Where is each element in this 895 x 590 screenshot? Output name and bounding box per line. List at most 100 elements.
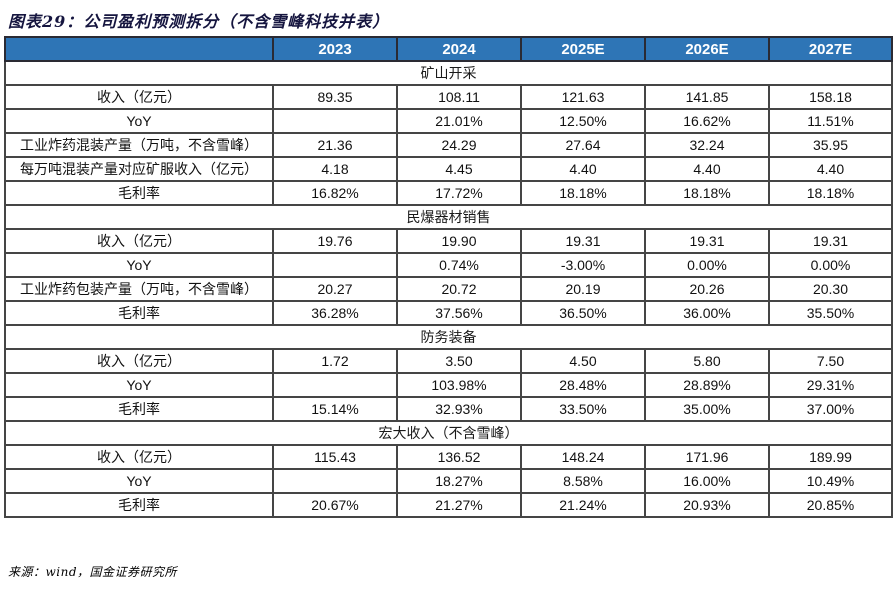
cell-value: 0.74% bbox=[396, 252, 522, 278]
year-column-header: 2026E bbox=[644, 36, 770, 62]
cell-value: 20.72 bbox=[396, 276, 522, 302]
cell-value: 8.58% bbox=[520, 468, 646, 494]
cell-value: 121.63 bbox=[520, 84, 646, 110]
cell-value: 32.24 bbox=[644, 132, 770, 158]
cell-value bbox=[272, 252, 398, 278]
table-row: 工业炸药包装产量（万吨，不含雪峰） 20.27 20.72 20.19 20.26 20.… bbox=[4, 276, 893, 302]
cell-value: 12.50% bbox=[520, 108, 646, 134]
cell-value: 171.96 bbox=[644, 444, 770, 470]
cell-value: 20.27 bbox=[272, 276, 398, 302]
row-label: 收入（亿元） bbox=[4, 228, 274, 254]
cell-value: 108.11 bbox=[396, 84, 522, 110]
table-row: 毛利率 36.28% 37.56% 36.50% 36.00% 35.50% bbox=[4, 300, 893, 326]
row-label: YoY bbox=[4, 468, 274, 494]
table-row: YoY 21.01% 12.50% 16.62% 11.51% bbox=[4, 108, 893, 134]
cell-value: 18.18% bbox=[644, 180, 770, 206]
cell-value: 5.80 bbox=[644, 348, 770, 374]
section-header-row: 民爆器材销售 bbox=[4, 204, 893, 230]
cell-value: 19.31 bbox=[644, 228, 770, 254]
cell-value: 158.18 bbox=[768, 84, 893, 110]
cell-value: 4.40 bbox=[768, 156, 893, 182]
table-header-row: 2023 2024 2025E 2026E 2027E bbox=[4, 36, 893, 62]
cell-value: 37.56% bbox=[396, 300, 522, 326]
table-row: 收入（亿元） 19.76 19.90 19.31 19.31 19.31 bbox=[4, 228, 893, 254]
cell-value: -3.00% bbox=[520, 252, 646, 278]
cell-value: 18.18% bbox=[520, 180, 646, 206]
cell-value: 36.50% bbox=[520, 300, 646, 326]
cell-value: 18.18% bbox=[768, 180, 893, 206]
cell-value: 103.98% bbox=[396, 372, 522, 398]
cell-value: 15.14% bbox=[272, 396, 398, 422]
section-header: 民爆器材销售 bbox=[4, 204, 893, 230]
row-label: 收入（亿元） bbox=[4, 348, 274, 374]
cell-value: 115.43 bbox=[272, 444, 398, 470]
cell-value: 28.89% bbox=[644, 372, 770, 398]
year-column-header: 2023 bbox=[272, 36, 398, 62]
table-row: 工业炸药混装产量（万吨，不含雪峰） 21.36 24.29 27.64 32.24 35.… bbox=[4, 132, 893, 158]
row-label: 工业炸药包装产量（万吨，不含雪峰） bbox=[4, 276, 274, 302]
label-column-header bbox=[4, 36, 274, 62]
cell-value: 17.72% bbox=[396, 180, 522, 206]
section-header-row: 防务装备 bbox=[4, 324, 893, 350]
table-row: 收入（亿元） 115.43 136.52 148.24 171.96 189.99 bbox=[4, 444, 893, 470]
year-column-header: 2027E bbox=[768, 36, 893, 62]
cell-value bbox=[272, 372, 398, 398]
table-row: 收入（亿元） 1.72 3.50 4.50 5.80 7.50 bbox=[4, 348, 893, 374]
year-header-row: 2023 2024 2025E 2026E 2027E bbox=[4, 36, 893, 62]
table-body: 矿山开采 收入（亿元） 89.35 108.11 121.63 141.85 158.18 Y… bbox=[4, 60, 893, 518]
cell-value: 189.99 bbox=[768, 444, 893, 470]
row-label: 工业炸药混装产量（万吨，不含雪峰） bbox=[4, 132, 274, 158]
cell-value: 4.45 bbox=[396, 156, 522, 182]
row-label: 每万吨混装产量对应矿服收入（亿元） bbox=[4, 156, 274, 182]
cell-value: 19.76 bbox=[272, 228, 398, 254]
cell-value: 19.90 bbox=[396, 228, 522, 254]
cell-value: 29.31% bbox=[768, 372, 893, 398]
row-label: YoY bbox=[4, 108, 274, 134]
table-row: 毛利率 15.14% 32.93% 33.50% 35.00% 37.00% bbox=[4, 396, 893, 422]
cell-value: 32.93% bbox=[396, 396, 522, 422]
cell-value: 20.93% bbox=[644, 492, 770, 518]
table-row: 毛利率 16.82% 17.72% 18.18% 18.18% 18.18% bbox=[4, 180, 893, 206]
cell-value: 19.31 bbox=[520, 228, 646, 254]
cell-value: 4.50 bbox=[520, 348, 646, 374]
row-label: YoY bbox=[4, 252, 274, 278]
table-row: 每万吨混装产量对应矿服收入（亿元） 4.18 4.45 4.40 4.40 4.40 bbox=[4, 156, 893, 182]
cell-value: 20.85% bbox=[768, 492, 893, 518]
cell-value: 21.36 bbox=[272, 132, 398, 158]
cell-value: 136.52 bbox=[396, 444, 522, 470]
year-column-header: 2025E bbox=[520, 36, 646, 62]
cell-value: 4.18 bbox=[272, 156, 398, 182]
cell-value: 16.82% bbox=[272, 180, 398, 206]
cell-value: 18.27% bbox=[396, 468, 522, 494]
cell-value bbox=[272, 108, 398, 134]
cell-value: 24.29 bbox=[396, 132, 522, 158]
section-header: 矿山开采 bbox=[4, 60, 893, 86]
section-header-row: 矿山开采 bbox=[4, 60, 893, 86]
year-column-header: 2024 bbox=[396, 36, 522, 62]
cell-value: 0.00% bbox=[644, 252, 770, 278]
cell-value: 89.35 bbox=[272, 84, 398, 110]
row-label: 毛利率 bbox=[4, 396, 274, 422]
cell-value: 37.00% bbox=[768, 396, 893, 422]
cell-value: 20.67% bbox=[272, 492, 398, 518]
cell-value: 20.19 bbox=[520, 276, 646, 302]
cell-value: 36.28% bbox=[272, 300, 398, 326]
figure-title: 图表29：公司盈利预测拆分（不含雪峰科技并表） bbox=[8, 12, 390, 31]
row-label: 收入（亿元） bbox=[4, 444, 274, 470]
section-header: 防务装备 bbox=[4, 324, 893, 350]
cell-value: 35.50% bbox=[768, 300, 893, 326]
table-row: YoY 18.27% 8.58% 16.00% 10.49% bbox=[4, 468, 893, 494]
cell-value: 28.48% bbox=[520, 372, 646, 398]
cell-value: 35.00% bbox=[644, 396, 770, 422]
cell-value: 19.31 bbox=[768, 228, 893, 254]
cell-value: 4.40 bbox=[644, 156, 770, 182]
cell-value: 20.26 bbox=[644, 276, 770, 302]
section-header-row: 宏大收入（不含雪峰） bbox=[4, 420, 893, 446]
table-row: YoY 0.74% -3.00% 0.00% 0.00% bbox=[4, 252, 893, 278]
table-row: YoY 103.98% 28.48% 28.89% 29.31% bbox=[4, 372, 893, 398]
cell-value: 4.40 bbox=[520, 156, 646, 182]
cell-value: 21.24% bbox=[520, 492, 646, 518]
forecast-table: 2023 2024 2025E 2026E 2027E 矿山开采 收入（亿元） 89.35 1… bbox=[4, 36, 893, 518]
cell-value: 0.00% bbox=[768, 252, 893, 278]
